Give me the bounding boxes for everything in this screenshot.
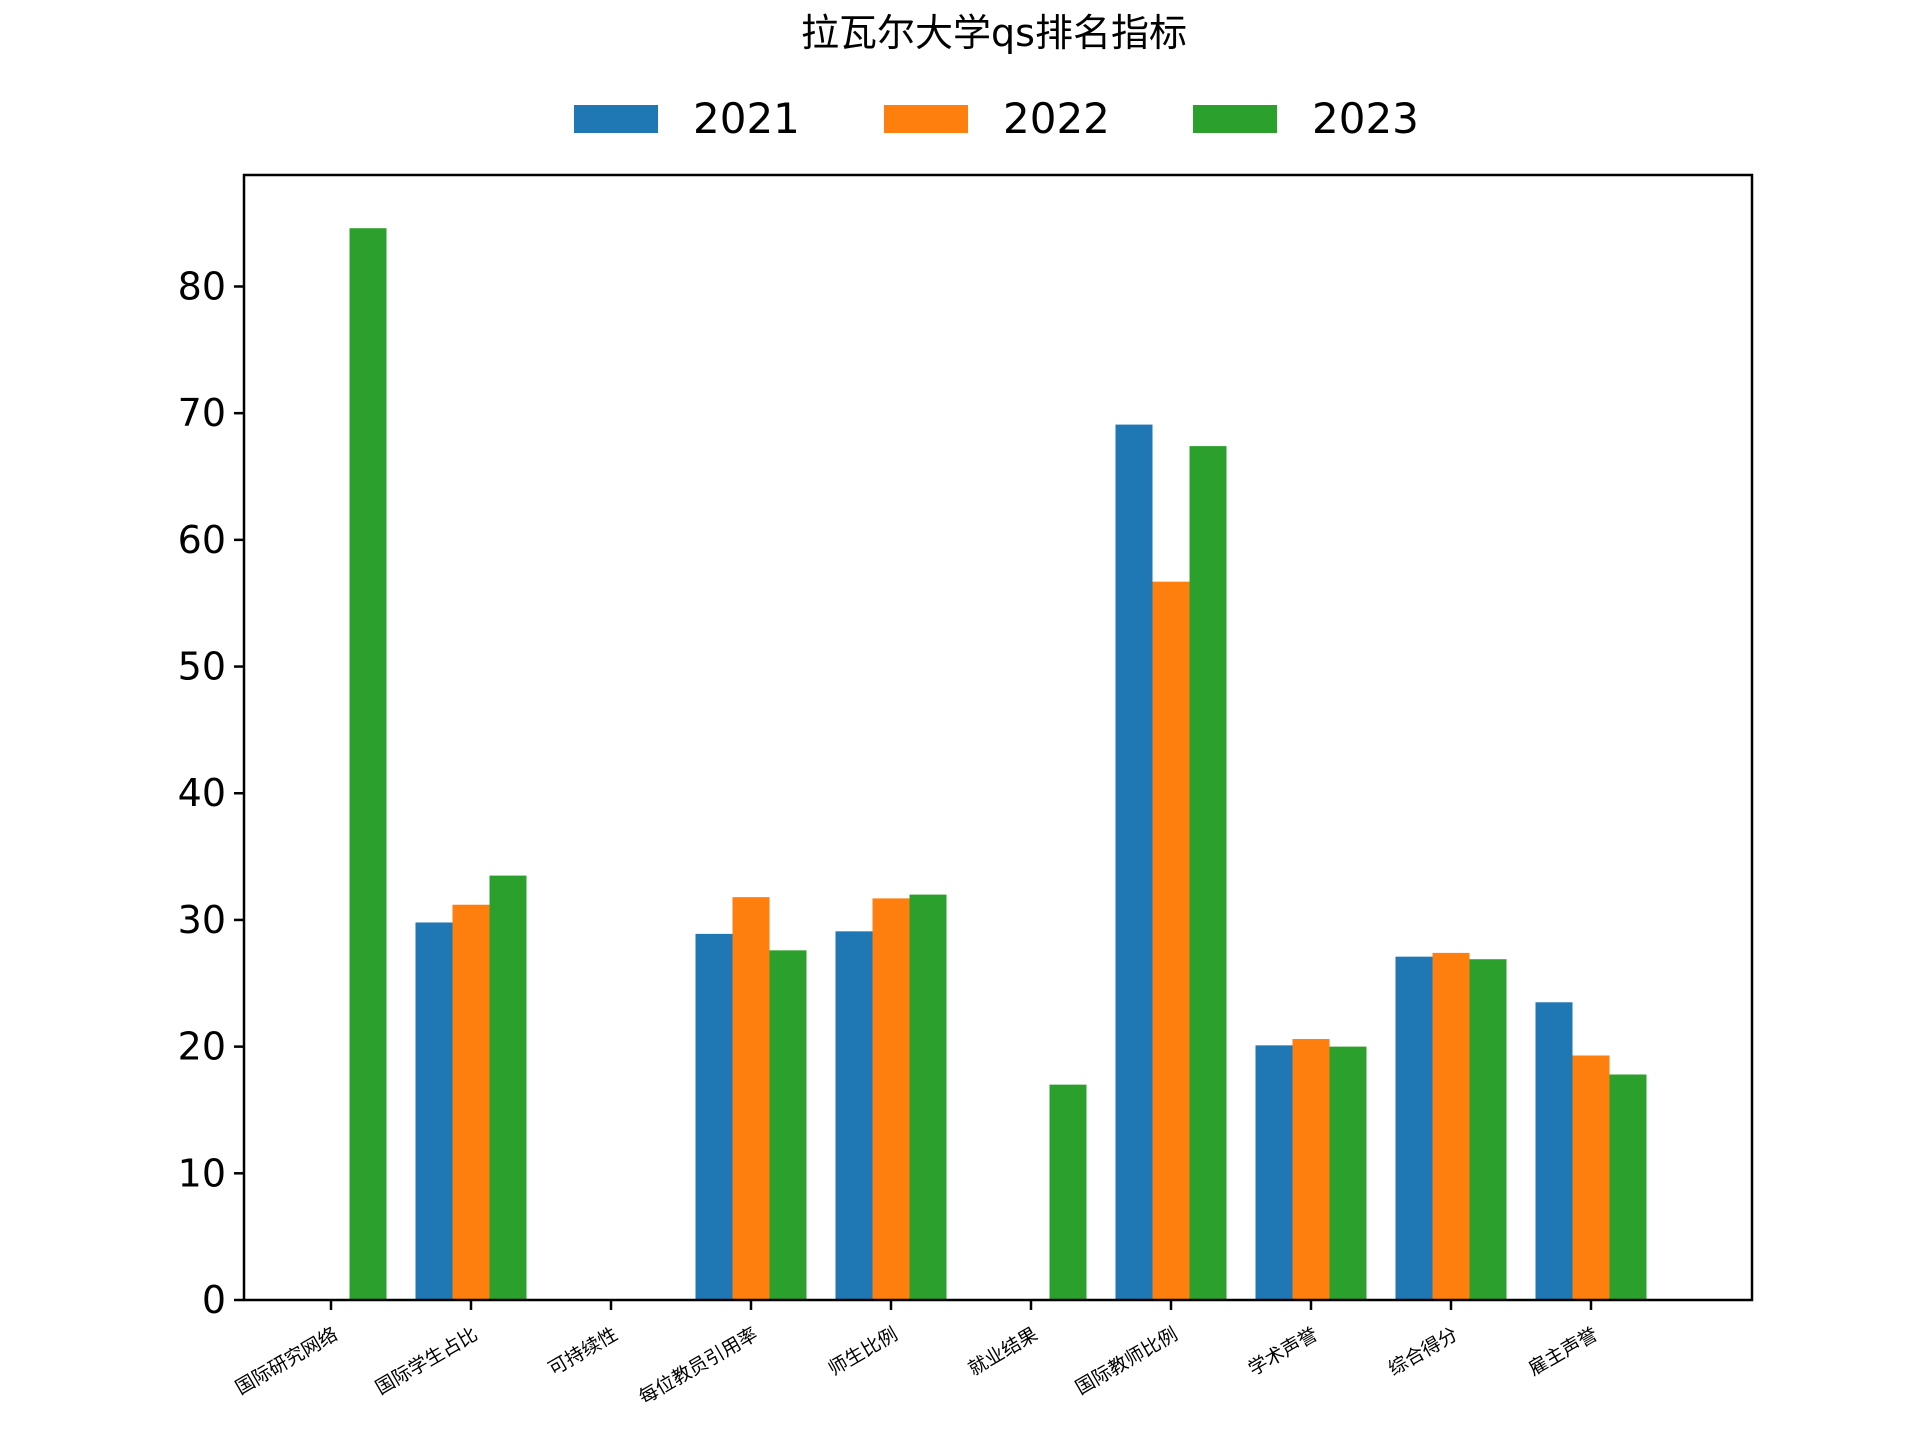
y-tick-label-10: 10 xyxy=(178,1151,226,1195)
y-tick-label-60: 60 xyxy=(178,518,226,562)
bar-2023-6 xyxy=(1049,1084,1087,1300)
bar-2023-9 xyxy=(1469,959,1507,1300)
bar-2022-10 xyxy=(1572,1055,1610,1300)
legend-swatch-2023 xyxy=(1193,105,1277,133)
x-tick-label-10: 雇主声誉 xyxy=(1525,1323,1602,1380)
y-tick-label-50: 50 xyxy=(178,645,226,689)
bar-2021-2 xyxy=(415,922,453,1300)
x-tick-label-1: 国际研究网络 xyxy=(232,1323,342,1399)
bar-2023-4 xyxy=(769,950,807,1300)
x-axis: 国际研究网络 国际学生占比 可持续性 每位教员引用率 师生比例 就业结果 国际教师比例 学术声… xyxy=(232,1300,1602,1409)
plot-frame xyxy=(242,173,1754,1302)
bar-2022-4 xyxy=(732,897,770,1300)
legend-label-2022: 2022 xyxy=(1003,94,1110,143)
x-tick-label-4: 每位教员引用率 xyxy=(635,1323,761,1409)
legend-swatch-2022 xyxy=(884,105,968,133)
bar-2022-5 xyxy=(872,898,910,1300)
x-tick-label-9: 综合得分 xyxy=(1385,1323,1462,1380)
legend-label-2023: 2023 xyxy=(1312,94,1419,143)
bar-2022-8 xyxy=(1292,1039,1330,1300)
bar-2023-5 xyxy=(909,894,947,1300)
y-tick-label-30: 30 xyxy=(178,898,226,942)
y-tick-label-0: 0 xyxy=(202,1278,226,1322)
y-tick-label-70: 70 xyxy=(178,391,226,435)
bar-2023-10 xyxy=(1609,1074,1647,1300)
y-tick-label-20: 20 xyxy=(178,1025,226,1069)
x-tick-label-2: 国际学生占比 xyxy=(372,1323,482,1399)
x-tick-label-3: 可持续性 xyxy=(545,1323,622,1380)
bar-2023-7 xyxy=(1189,446,1227,1300)
bar-2021-10 xyxy=(1535,1002,1573,1300)
bar-2021-4 xyxy=(695,933,733,1300)
bar-2021-7 xyxy=(1115,424,1153,1301)
y-axis: 0 10 20 30 40 50 60 70 80 xyxy=(178,264,244,1322)
bar-2022-7 xyxy=(1152,581,1190,1300)
bar-2022-9 xyxy=(1432,952,1470,1300)
bar-2021-5 xyxy=(835,931,873,1300)
bar-2023-2 xyxy=(489,875,527,1300)
bars xyxy=(349,228,1647,1301)
bar-2022-2 xyxy=(452,904,490,1300)
x-tick-label-5: 师生比例 xyxy=(825,1323,902,1380)
x-tick-label-8: 学术声誉 xyxy=(1245,1323,1322,1380)
bar-2021-9 xyxy=(1395,956,1433,1300)
bar-2023-1 xyxy=(349,228,387,1301)
chart-title: 拉瓦尔大学qs排名指标 xyxy=(801,11,1187,55)
bar-2023-8 xyxy=(1329,1046,1367,1300)
legend: 2021 2022 2023 xyxy=(574,94,1419,143)
y-tick-label-80: 80 xyxy=(178,264,226,308)
legend-label-2021: 2021 xyxy=(693,94,800,143)
bar-2021-8 xyxy=(1255,1045,1293,1300)
x-tick-label-6: 就业结果 xyxy=(965,1323,1042,1380)
legend-swatch-2021 xyxy=(574,105,658,133)
x-tick-label-7: 国际教师比例 xyxy=(1072,1323,1182,1399)
y-tick-label-40: 40 xyxy=(178,771,226,815)
